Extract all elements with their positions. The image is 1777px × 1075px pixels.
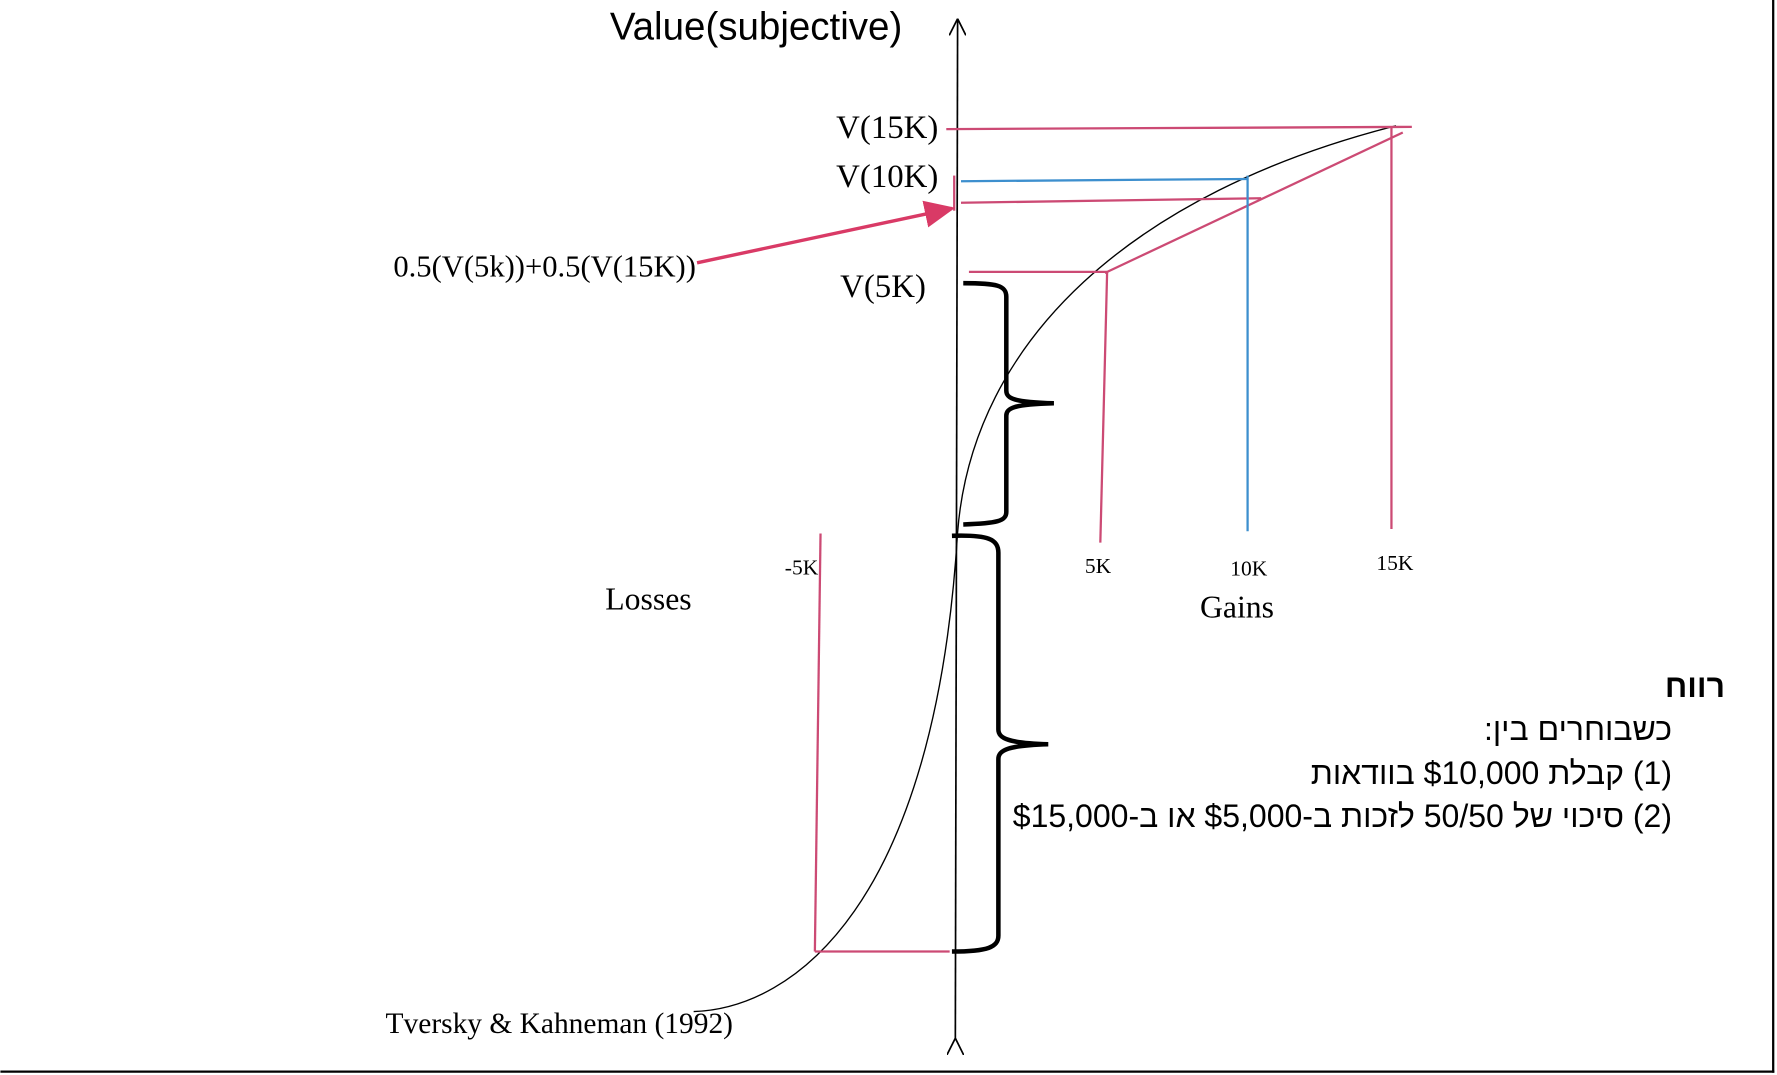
loss-brace bbox=[951, 533, 1049, 954]
neg5k-vertical-line bbox=[813, 533, 822, 952]
v10k-label: V(10K) bbox=[836, 159, 938, 195]
v15k-guide-line bbox=[946, 125, 1412, 131]
y-axis-label: Value(subjective) bbox=[610, 6, 902, 49]
expected-value-arrow bbox=[696, 200, 956, 265]
value-axis bbox=[955, 20, 957, 1039]
tick-5k: 5K bbox=[1085, 554, 1112, 578]
v5k-label: V(5K) bbox=[840, 269, 926, 305]
citation: Tversky & Kahneman (1992) bbox=[386, 1008, 733, 1040]
tick-neg5k: -5K bbox=[785, 555, 819, 579]
gain-brace bbox=[963, 280, 1054, 527]
gamble-chord-line bbox=[1104, 131, 1404, 275]
expected-value-label: 0.5(V(5k))+0.5(V(15K)) bbox=[393, 249, 696, 283]
gains-label: Gains bbox=[1200, 589, 1274, 624]
v10k-guide-line bbox=[960, 177, 1248, 183]
text-box-title: רווח bbox=[1664, 668, 1725, 704]
value-curve bbox=[693, 125, 1397, 1013]
text-box-line: (2) סיכוי של 50/50 לזכות ב-$5,000 או ב-$… bbox=[1012, 798, 1672, 834]
tick-10k: 10K bbox=[1230, 556, 1268, 580]
expected-value-guide-line bbox=[960, 197, 1262, 204]
tick-15k: 15K bbox=[1376, 551, 1414, 575]
v15k-label: V(15K) bbox=[836, 110, 938, 146]
5k-vertical-line bbox=[1099, 271, 1109, 543]
text-box-line: (1) קבלת $10,000 בוודאות bbox=[1310, 755, 1672, 791]
losses-label: Losses bbox=[605, 581, 691, 616]
text-box-line: כשבוחרים בין: bbox=[1483, 711, 1672, 747]
